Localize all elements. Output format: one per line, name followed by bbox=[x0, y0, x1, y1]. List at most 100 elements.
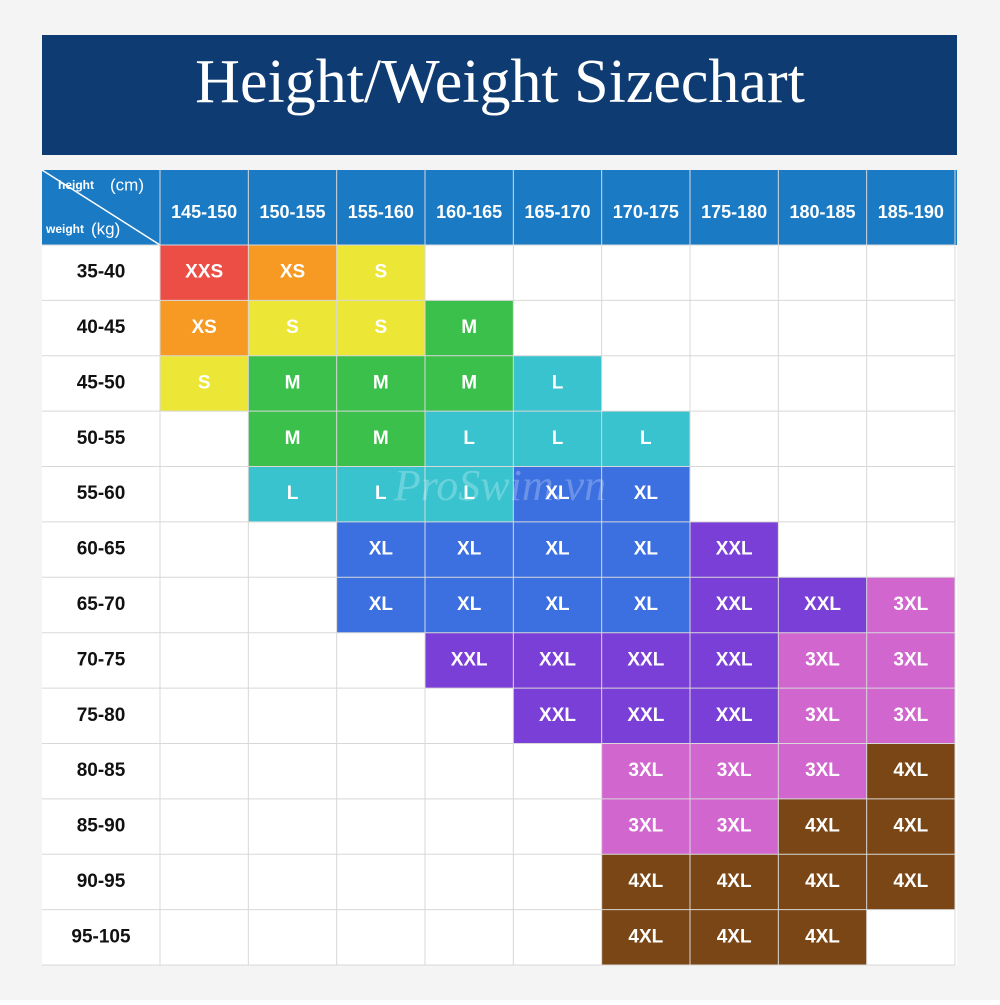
size-cell bbox=[778, 854, 867, 910]
size-cell bbox=[160, 245, 249, 301]
size-label: XXL bbox=[804, 594, 841, 615]
size-label: XL bbox=[545, 483, 570, 504]
size-label: S bbox=[374, 262, 387, 283]
size-label: XXL bbox=[627, 705, 664, 726]
size-cell bbox=[336, 577, 425, 633]
size-label: 3XL bbox=[805, 649, 840, 670]
size-label: 3XL bbox=[717, 760, 752, 781]
size-label: 4XL bbox=[893, 816, 928, 837]
size-cell bbox=[425, 466, 514, 522]
size-label: XS bbox=[280, 262, 305, 283]
size-label: XL bbox=[457, 594, 482, 615]
column-header: 180-185 bbox=[789, 202, 855, 222]
size-label: XXL bbox=[716, 649, 753, 670]
row-header: 80-85 bbox=[77, 760, 126, 781]
size-label: S bbox=[374, 317, 387, 338]
size-cell bbox=[513, 632, 602, 689]
size-label: 3XL bbox=[805, 705, 840, 726]
size-label: XL bbox=[634, 483, 659, 504]
column-header: 185-190 bbox=[878, 202, 944, 222]
corner-weight: weight bbox=[45, 222, 84, 236]
size-label: XXL bbox=[627, 649, 664, 670]
size-cell bbox=[866, 798, 955, 855]
row-header: 60-65 bbox=[77, 539, 126, 560]
size-cell bbox=[336, 411, 425, 467]
size-cell bbox=[425, 521, 514, 578]
size-cell bbox=[866, 577, 955, 633]
size-label: S bbox=[198, 372, 211, 393]
row-header: 70-75 bbox=[77, 649, 126, 670]
size-cell bbox=[866, 854, 955, 910]
size-cell bbox=[160, 355, 249, 412]
size-cell bbox=[425, 300, 514, 356]
size-cell bbox=[336, 300, 425, 356]
size-cell bbox=[336, 355, 425, 412]
size-label: XL bbox=[369, 594, 394, 615]
corner-height: height bbox=[58, 178, 94, 192]
size-cell bbox=[690, 743, 779, 799]
grid: 145-150 150-155 155-160 160-165 165-170 170-1… bbox=[42, 170, 956, 966]
size-cell bbox=[601, 854, 690, 910]
size-label: L bbox=[287, 483, 299, 504]
row-header: 75-80 bbox=[77, 705, 126, 726]
size-cell bbox=[778, 688, 867, 744]
size-cell bbox=[336, 521, 425, 578]
size-label: L bbox=[552, 372, 564, 393]
size-cell bbox=[601, 577, 690, 633]
size-cell bbox=[513, 521, 602, 578]
size-cell bbox=[690, 854, 779, 910]
row-header: 45-50 bbox=[77, 372, 126, 393]
size-label: L bbox=[463, 483, 475, 504]
size-cell bbox=[248, 245, 337, 301]
row-header: 40-45 bbox=[77, 317, 126, 338]
size-label: XL bbox=[634, 594, 659, 615]
row-header: 85-90 bbox=[77, 816, 126, 837]
column-header: 170-175 bbox=[613, 202, 679, 222]
size-label: 3XL bbox=[628, 816, 663, 837]
size-label: 3XL bbox=[805, 760, 840, 781]
size-cell bbox=[866, 688, 955, 744]
size-label: XL bbox=[634, 539, 659, 560]
corner-height-unit: (cm) bbox=[110, 175, 144, 194]
size-cell bbox=[778, 909, 867, 965]
size-cell bbox=[248, 355, 337, 412]
size-cell bbox=[425, 577, 514, 633]
column-header: 160-165 bbox=[436, 202, 502, 222]
size-cell bbox=[690, 577, 779, 633]
size-label: 3XL bbox=[717, 816, 752, 837]
row-header: 90-95 bbox=[77, 871, 126, 892]
size-label: M bbox=[373, 428, 389, 449]
column-header: 165-170 bbox=[524, 202, 590, 222]
size-cell bbox=[778, 798, 867, 855]
size-cell bbox=[601, 743, 690, 799]
size-cell bbox=[336, 466, 425, 522]
size-cell bbox=[690, 909, 779, 965]
size-label: M bbox=[285, 372, 301, 393]
title: Height/Weight Sizechart bbox=[195, 48, 805, 116]
size-cell bbox=[690, 632, 779, 689]
size-label: 3XL bbox=[893, 705, 928, 726]
size-label: L bbox=[552, 428, 564, 449]
size-cell bbox=[601, 798, 690, 855]
size-label: XXL bbox=[716, 594, 753, 615]
size-label: 3XL bbox=[893, 649, 928, 670]
size-label: 4XL bbox=[628, 926, 663, 947]
size-cell bbox=[160, 300, 249, 356]
size-cell bbox=[866, 743, 955, 799]
size-cell bbox=[690, 521, 779, 578]
size-label: XL bbox=[545, 539, 570, 560]
column-header: 175-180 bbox=[701, 202, 767, 222]
size-label: XXL bbox=[716, 705, 753, 726]
size-cell bbox=[513, 466, 602, 522]
size-label: S bbox=[286, 317, 299, 338]
size-label: 3XL bbox=[893, 594, 928, 615]
size-cell bbox=[866, 632, 955, 689]
size-cell bbox=[425, 355, 514, 412]
size-cell bbox=[248, 300, 337, 356]
size-label: 4XL bbox=[717, 871, 752, 892]
watermark: ProSwim.vn bbox=[393, 461, 606, 510]
size-cell bbox=[601, 632, 690, 689]
size-label: M bbox=[285, 428, 301, 449]
size-label: L bbox=[640, 428, 652, 449]
size-cell bbox=[248, 411, 337, 467]
